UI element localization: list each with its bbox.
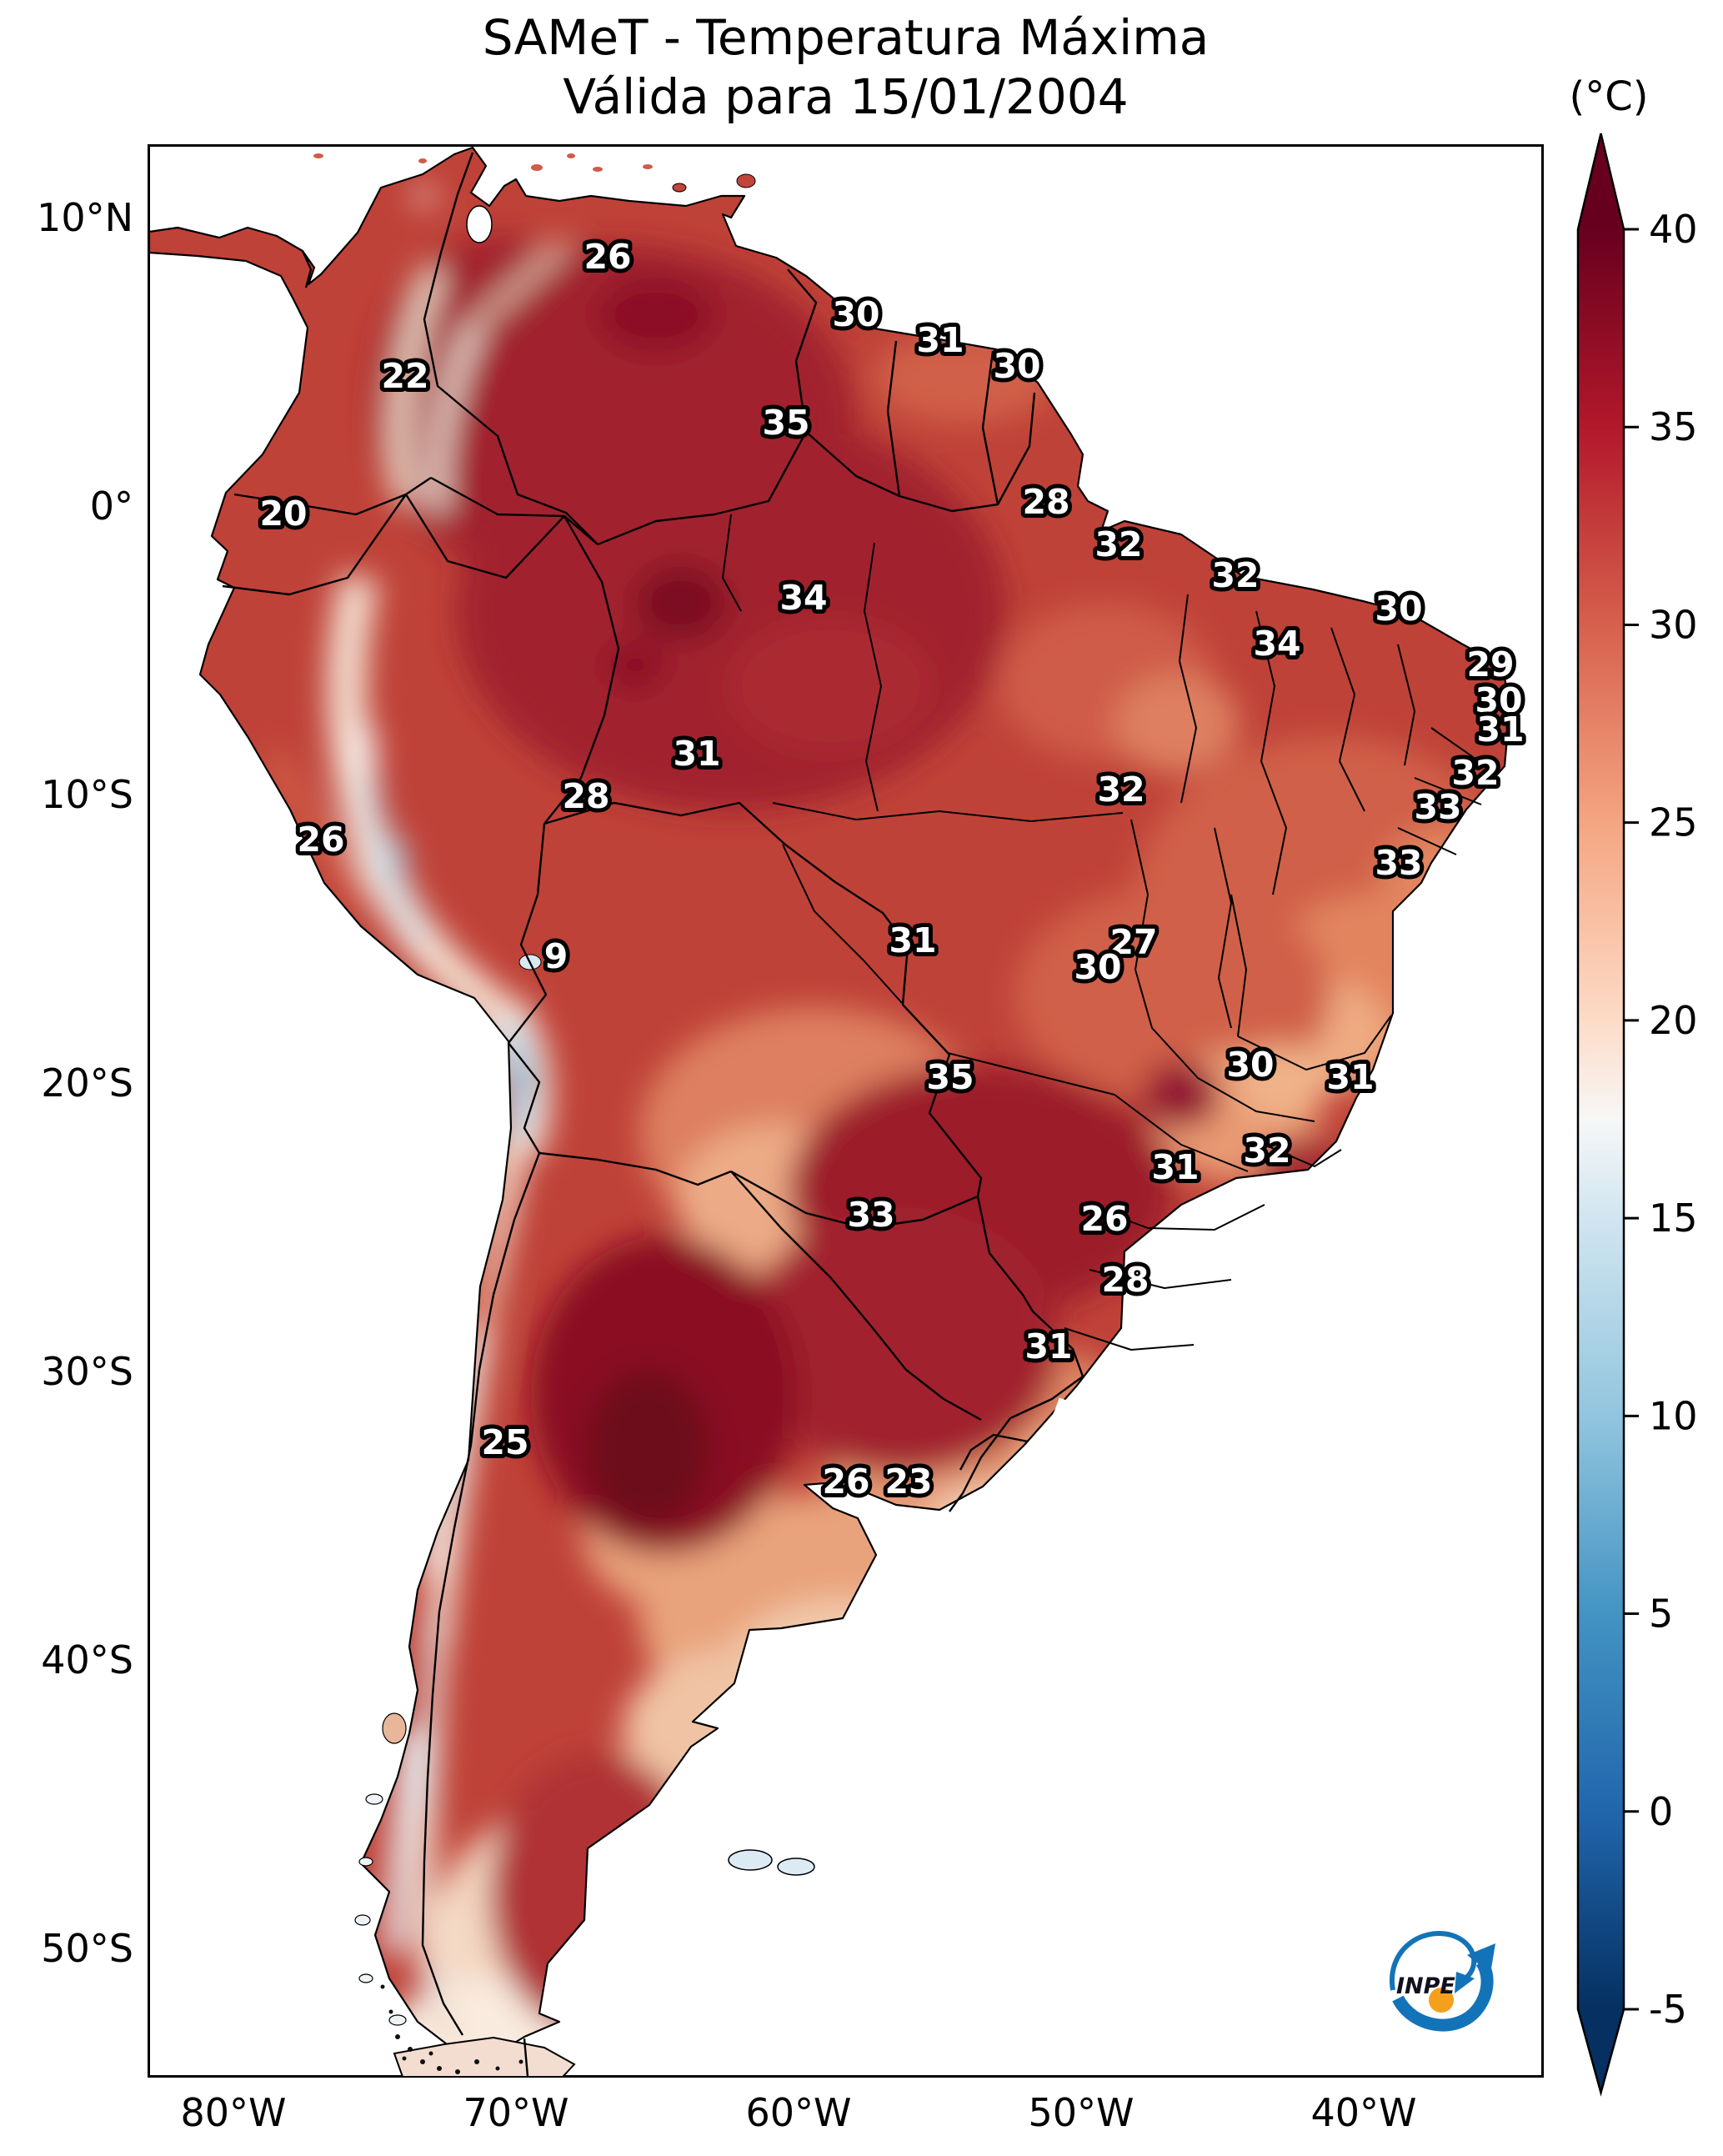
inpe-swirl-icon xyxy=(1389,1931,1477,1991)
inpe-logo: INPE xyxy=(1389,1931,1495,2032)
temp-label: 32 xyxy=(1211,555,1259,595)
colorbar-tick-label: 5 xyxy=(1649,1592,1673,1637)
temp-label: 23 xyxy=(884,1462,932,1502)
temp-label: 27 xyxy=(1109,922,1157,962)
temp-label: 34 xyxy=(779,578,827,618)
temp-label: 33 xyxy=(1375,843,1422,883)
lon-tick-label: 80°W xyxy=(180,2090,287,2135)
coastline xyxy=(148,146,1511,2057)
temp-label: 31 xyxy=(1476,709,1524,750)
temp-label: 32 xyxy=(1094,524,1142,564)
colorbar-tick-label: 25 xyxy=(1649,800,1698,845)
lon-tick-label: 60°W xyxy=(745,2090,852,2135)
temp-label: 26 xyxy=(822,1462,869,1502)
temp-label: 35 xyxy=(926,1057,974,1097)
temp-label: 34 xyxy=(1253,624,1300,664)
state-borders xyxy=(722,514,1482,1351)
lat-tick-label: 20°S xyxy=(41,1060,133,1106)
lon-tick-label: 70°W xyxy=(463,2090,569,2135)
temp-label: 22 xyxy=(381,356,428,396)
lat-tick-label: 0° xyxy=(89,484,133,529)
temp-label: 30 xyxy=(1226,1045,1274,1085)
colorbar-tick-label: 35 xyxy=(1649,404,1698,449)
title-line-2: Válida para 15/01/2004 xyxy=(563,68,1129,125)
colorbar-bar xyxy=(1576,133,1625,2097)
patos-lagoon xyxy=(1007,1397,1067,1486)
colorbar-ticks: 40 35 30 25 20 15 10 5 0 -5 xyxy=(1624,207,1698,2032)
colorbar-tick-label: 40 xyxy=(1649,207,1698,252)
colorbar: 40 35 30 25 20 15 10 5 0 -5 xyxy=(1576,133,1698,2097)
lat-tick-label: 10°N xyxy=(37,195,133,240)
temp-label: 33 xyxy=(1414,787,1461,827)
temp-label: 32 xyxy=(1243,1131,1290,1171)
temp-label: 29 xyxy=(1466,644,1514,684)
fjord-islets xyxy=(354,1712,407,2026)
temp-label: 31 xyxy=(1151,1147,1199,1187)
lat-tick-label: 30°S xyxy=(41,1349,133,1394)
temp-label: 25 xyxy=(481,1422,528,1462)
lat-tick-label: 40°S xyxy=(41,1637,133,1682)
archipelago-speckles xyxy=(380,1984,523,2074)
inpe-orange-dot xyxy=(1429,1988,1454,2013)
lake-maracaibo xyxy=(466,205,493,243)
temp-label: 31 xyxy=(1326,1057,1374,1097)
temp-label: 26 xyxy=(1080,1199,1128,1239)
temp-label: 30 xyxy=(993,346,1040,386)
temp-label: 35 xyxy=(762,403,809,443)
figure-title: SAMeT - Temperatura Máxima Válida para 1… xyxy=(148,8,1544,127)
colorbar-tick-label: 0 xyxy=(1649,1789,1673,1834)
temp-label: 20 xyxy=(259,494,307,534)
colorbar-tick-label: 10 xyxy=(1649,1393,1698,1438)
temp-label: 28 xyxy=(1022,482,1069,522)
temp-label: 26 xyxy=(584,237,631,277)
inpe-logo-text: INPE xyxy=(1396,1973,1455,1999)
national-borders xyxy=(222,152,1084,2078)
title-line-1: SAMeT - Temperatura Máxima xyxy=(482,9,1210,66)
inpe-arrow-icon xyxy=(1392,1958,1494,2032)
temp-label: 31 xyxy=(673,734,720,774)
temp-label: 28 xyxy=(562,776,609,816)
lon-tick-label: 50°W xyxy=(1028,2090,1134,2135)
temp-label: 32 xyxy=(1097,770,1144,810)
temp-label: 26 xyxy=(297,820,344,860)
temp-label: 30 xyxy=(1475,680,1522,720)
temp-label: 32 xyxy=(1451,753,1499,793)
caribbean-islands xyxy=(313,153,756,193)
temp-label: 9 xyxy=(544,936,568,976)
colorbar-tick-label: 15 xyxy=(1649,1196,1698,1241)
lat-tick-label: 10°S xyxy=(41,772,133,817)
temp-label: 28 xyxy=(1101,1260,1149,1300)
lat-tick-label: 50°S xyxy=(41,1926,133,1971)
temp-label: 31 xyxy=(916,320,964,360)
colorbar-unit-label: (°C) xyxy=(1569,73,1649,120)
temp-label: 30 xyxy=(1375,589,1422,629)
temp-label: 31 xyxy=(889,920,936,960)
colorbar-tick-label: 20 xyxy=(1649,998,1698,1043)
temp-label: 30 xyxy=(1074,947,1121,987)
temp-label: 31 xyxy=(1024,1326,1072,1366)
falkland-islands xyxy=(728,1849,815,1876)
temp-label: 33 xyxy=(847,1195,894,1235)
lon-tick-label: 40°W xyxy=(1310,2090,1417,2135)
temp-label: 30 xyxy=(832,294,879,334)
colorbar-tick-label: -5 xyxy=(1649,1987,1687,2032)
colorbar-tick-label: 30 xyxy=(1649,602,1698,647)
